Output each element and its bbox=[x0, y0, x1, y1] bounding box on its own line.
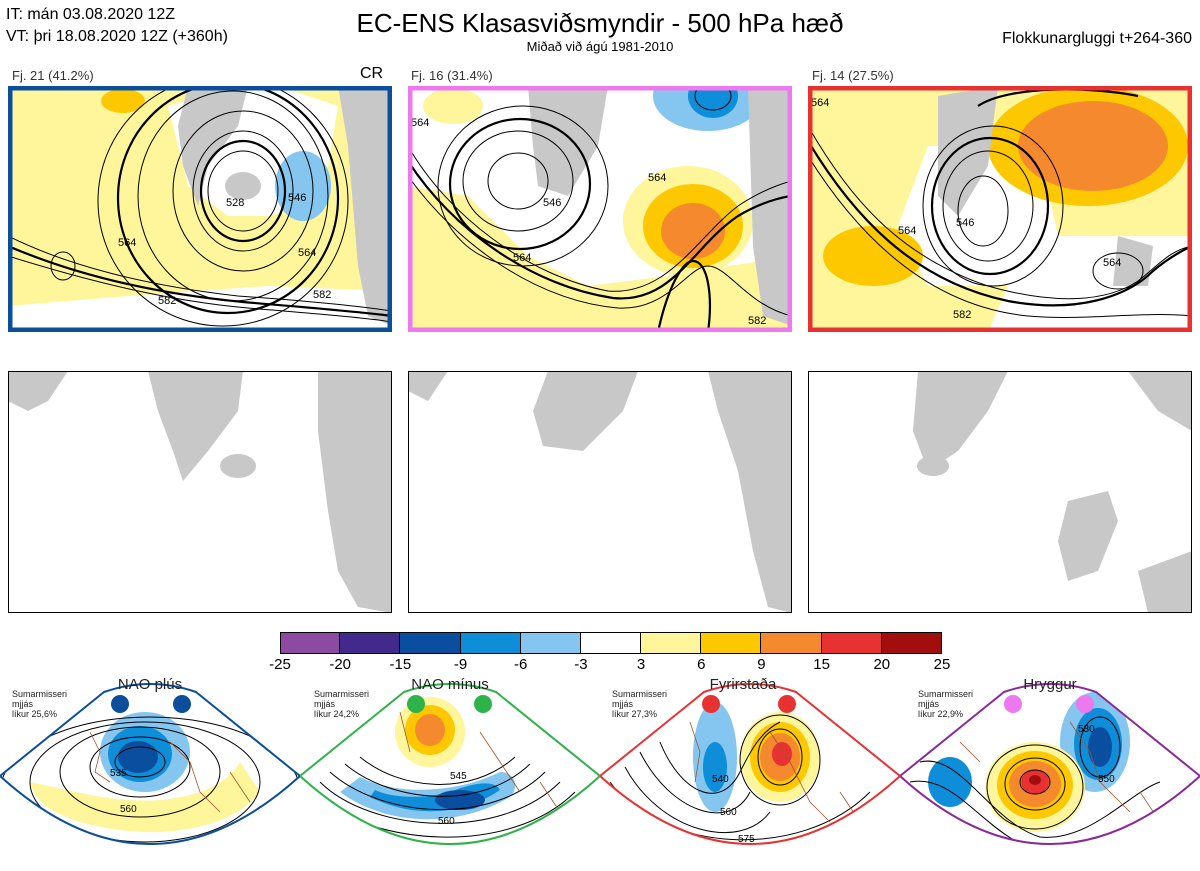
regime-4-frame bbox=[900, 683, 1200, 845]
empty-map-3 bbox=[808, 371, 1192, 613]
regime-4-dot bbox=[1076, 695, 1094, 713]
regime-3-dot bbox=[778, 695, 796, 713]
regime-1-description: Sumarmisseri mjjás líkur 25,6% bbox=[12, 689, 68, 719]
colorbar-cell bbox=[761, 632, 822, 654]
cluster-3-contour-label: 564 bbox=[898, 225, 916, 237]
regime-1-contour: 535 bbox=[110, 768, 127, 779]
colorbar-tick-label: -25 bbox=[269, 656, 291, 673]
classification-window: Flokkunargluggi t+264-360 bbox=[1002, 30, 1192, 47]
cluster-2-label: Fj. 16 (31.4%) bbox=[411, 68, 493, 83]
cluster-1-label: Fj. 21 (41.2%) bbox=[12, 68, 94, 83]
regime-2-contour: 560 bbox=[438, 816, 455, 827]
regime-blocking: 540 560 575 Fyrirstaða Sumarmisseri mjjá… bbox=[600, 672, 900, 871]
colorbar-frame bbox=[280, 632, 942, 654]
cluster-2-contour-label: 582 bbox=[748, 315, 766, 327]
cluster-1-contour-label: 564 bbox=[118, 237, 136, 249]
colorbar-tick-label: -15 bbox=[389, 656, 412, 673]
cluster-2-contour-label: 546 bbox=[543, 197, 561, 209]
regime-2-description: Sumarmisseri mjjás líkur 24,2% bbox=[314, 689, 370, 719]
cluster-1-contour-label: 546 bbox=[288, 192, 306, 204]
empty-map-2 bbox=[408, 371, 792, 613]
colorbar-tick-label: 20 bbox=[873, 656, 891, 673]
regime-4-contour: 575 bbox=[1088, 839, 1105, 850]
cluster-2-map: 564 546 564 564 582 bbox=[408, 86, 792, 332]
regime-nao-minus: 545 560 575 NAO mínus Sumarmisseri mjjás… bbox=[300, 672, 600, 871]
page-title: EC-ENS Klasasviðsmyndir - 500 hPa hæð bbox=[356, 8, 844, 38]
cluster-3-map: 564 546 564 564 582 bbox=[808, 86, 1192, 332]
colorbar-cell bbox=[340, 632, 401, 654]
colorbar-tick-label: 6 bbox=[697, 656, 706, 673]
colorbar-tick-label: 9 bbox=[757, 656, 766, 673]
regime-3-description: Sumarmisseri mjjás líkur 27,3% bbox=[612, 689, 668, 719]
colorbar-cell bbox=[400, 632, 461, 654]
regime-2-frame bbox=[300, 683, 600, 845]
colorbar-tick-label: -3 bbox=[574, 656, 588, 673]
cluster-1-map: 564 528 546 564 582 582 bbox=[8, 86, 392, 332]
cluster-3-contour-label: 564 bbox=[811, 97, 829, 109]
regime-1-frame bbox=[0, 683, 300, 845]
colorbar-tick-label: -20 bbox=[329, 656, 352, 673]
regime-3-frame bbox=[600, 683, 900, 845]
regime-4-contour: 550 bbox=[1098, 774, 1115, 785]
regime-4-contour: 530 bbox=[1078, 724, 1095, 735]
regime-2-title: NAO mínus bbox=[411, 676, 489, 693]
cluster-2-contour-label: 564 bbox=[648, 172, 666, 184]
regime-3-contour: 575 bbox=[738, 834, 755, 845]
cluster-2-contour-label: 564 bbox=[513, 252, 531, 264]
cluster-1-contour-label: 582 bbox=[158, 295, 176, 307]
empty-map-1 bbox=[8, 371, 392, 613]
cluster-1-contour-label: 564 bbox=[298, 247, 316, 259]
colorbar-tick-label: 25 bbox=[933, 656, 951, 673]
regime-2-dot bbox=[474, 695, 492, 713]
regime-4-dot bbox=[1004, 695, 1022, 713]
colorbar-cell bbox=[520, 632, 581, 654]
colorbar-cell bbox=[641, 632, 702, 654]
cluster-3-frame bbox=[808, 86, 1192, 332]
cluster-1-tag: CR bbox=[360, 65, 384, 82]
colorbar-tick-label: 3 bbox=[636, 656, 646, 673]
regime-3-contour: 560 bbox=[720, 807, 737, 818]
regime-1-contour: 560 bbox=[120, 804, 137, 815]
regime-1-dot bbox=[173, 695, 191, 713]
valid-time: VT: þri 18.08.2020 12Z (+360h) bbox=[6, 28, 228, 45]
initial-time: IT: mán 03.08.2020 12Z bbox=[6, 6, 175, 23]
colorbar-cell bbox=[280, 632, 341, 654]
cluster-1-contour-label: 528 bbox=[226, 197, 244, 209]
colorbar-cell bbox=[701, 632, 762, 654]
regime-2-contour: 545 bbox=[450, 771, 467, 782]
page-subtitle: Miðað við ágú 1981-2010 bbox=[526, 39, 674, 54]
cluster-2-contour-label: 564 bbox=[411, 117, 429, 129]
colorbar-tick-label: 15 bbox=[813, 656, 830, 673]
cluster-1-frame bbox=[8, 86, 392, 332]
cluster-3-contour-label: 564 bbox=[1103, 257, 1121, 269]
regime-3-title: Fyrirstaða bbox=[709, 676, 777, 693]
colorbar-cell bbox=[460, 632, 521, 654]
regime-1-title: NAO plús bbox=[117, 676, 183, 693]
regime-nao-plus: 535 560 NAO plús Sumarmisseri mjjás líku… bbox=[0, 672, 300, 871]
regime-2-contour: 575 bbox=[448, 849, 465, 860]
regime-1-dot bbox=[111, 695, 129, 713]
regime-3-dot bbox=[702, 695, 720, 713]
colorbar-cell bbox=[821, 632, 882, 654]
colorbar-cell bbox=[580, 632, 642, 654]
colorbar-tick-label: -9 bbox=[453, 656, 468, 673]
colorbar-tick-label: -6 bbox=[514, 656, 528, 673]
cluster-1-contour-label: 582 bbox=[313, 289, 331, 301]
regime-4-title: Hryggur bbox=[1023, 676, 1077, 693]
regime-4-description: Sumarmisseri mjjás líkur 22,9% bbox=[918, 689, 974, 719]
regime-3-contour: 540 bbox=[712, 774, 729, 785]
cluster-2-frame bbox=[408, 86, 792, 332]
header-info: IT: mán 03.08.2020 12Z VT: þri 18.08.202… bbox=[6, 4, 228, 48]
cluster-3-contour-label: 546 bbox=[956, 217, 974, 229]
regime-ridge: 530 550 575 Hryggur Sumarmisseri mjjás l… bbox=[900, 672, 1200, 871]
cluster-3-contour-label: 582 bbox=[953, 309, 971, 321]
cluster-3-label: Fj. 14 (27.5%) bbox=[812, 68, 894, 83]
regime-2-dot bbox=[407, 695, 425, 713]
